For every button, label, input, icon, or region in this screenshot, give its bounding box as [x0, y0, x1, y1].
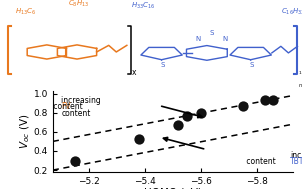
Text: increasing: increasing: [290, 151, 302, 160]
Point: [198, 111, 203, 114]
Text: $H_{33}C_{16}$: $H_{33}C_{16}$: [131, 1, 156, 11]
Text: S: S: [161, 62, 165, 68]
Text: TBTV: TBTV: [290, 157, 302, 166]
Text: S: S: [250, 62, 254, 68]
Text: FV: FV: [61, 102, 71, 111]
Text: N: N: [195, 36, 201, 42]
Text: $C_8H_{13}$: $C_8H_{13}$: [68, 0, 89, 9]
Point: [73, 160, 78, 163]
X-axis label: HOMO (eV): HOMO (eV): [144, 187, 202, 189]
Text: increasing: increasing: [61, 96, 103, 105]
Text: $H_{13}C_6$: $H_{13}C_6$: [15, 7, 36, 17]
Y-axis label: $V_{oc}$ (V): $V_{oc}$ (V): [19, 114, 32, 149]
Point: [185, 114, 189, 117]
Text: $_n$: $_n$: [298, 83, 302, 90]
Point: [137, 138, 142, 141]
Text: content: content: [244, 157, 276, 166]
Point: [271, 98, 276, 101]
Text: x: x: [132, 68, 137, 77]
Text: S: S: [209, 30, 214, 36]
Text: N: N: [222, 36, 228, 42]
Text: $C_{16}H_{33}$: $C_{16}H_{33}$: [281, 7, 302, 17]
Text: content: content: [51, 102, 83, 111]
Point: [240, 105, 245, 108]
Point: [176, 124, 181, 127]
Text: $_{1-x}$: $_{1-x}$: [298, 70, 302, 77]
Text: content: content: [61, 109, 91, 118]
Point: [263, 99, 268, 102]
